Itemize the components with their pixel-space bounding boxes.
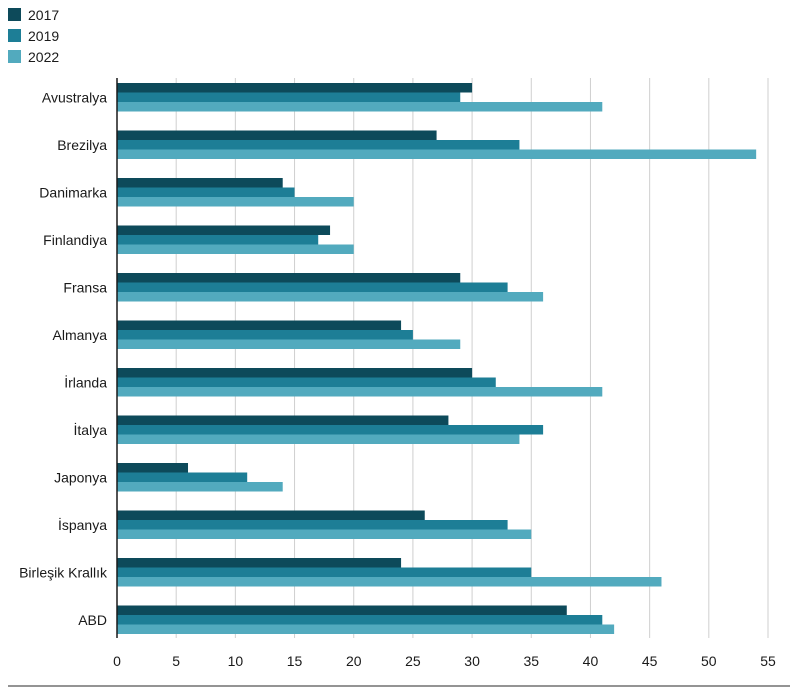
- category-label: İspanya: [58, 516, 107, 533]
- x-tick-label: 55: [760, 653, 776, 669]
- bar-2019: [117, 472, 248, 482]
- x-tick-label: 5: [172, 653, 180, 669]
- category-label: Almanya: [53, 327, 108, 343]
- bar-2017: [117, 130, 437, 140]
- bar-2019: [117, 425, 544, 435]
- category-labels: Avustralya Brezilya Danimarka Finlandiya Fra…: [19, 89, 108, 628]
- legend-swatch-2022: [8, 50, 21, 63]
- bar-2019: [117, 377, 496, 387]
- bar-2017: [117, 605, 567, 615]
- x-tick-label: 25: [405, 653, 421, 669]
- bar-2017: [117, 273, 461, 283]
- bar-2017: [117, 320, 402, 330]
- bar-2017: [117, 83, 473, 93]
- x-tick-label: 45: [642, 653, 658, 669]
- bars: [117, 83, 757, 634]
- x-tick-label: 20: [346, 653, 362, 669]
- category-label: Brezilya: [57, 137, 107, 153]
- bar-2022: [117, 387, 603, 397]
- bar-2019: [117, 235, 319, 245]
- grid-lines: [175, 78, 769, 638]
- bar-2019: [117, 140, 520, 150]
- legend-label-2022: 2022: [28, 49, 59, 65]
- x-tick-labels: 0 5 10 15 20 25 30 35 40 45 50 55: [113, 653, 776, 669]
- bar-2019: [117, 567, 532, 577]
- category-label: Fransa: [63, 279, 107, 295]
- bar-2019: [117, 187, 295, 197]
- x-tick-label: 50: [701, 653, 717, 669]
- bar-2022: [117, 577, 662, 587]
- x-tick-label: 40: [583, 653, 599, 669]
- category-label: ABD: [78, 612, 107, 628]
- bar-2022: [117, 624, 615, 634]
- bar-2019: [117, 615, 603, 625]
- legend-label-2017: 2017: [28, 7, 59, 23]
- x-tick-label: 35: [523, 653, 539, 669]
- legend-swatch-2019: [8, 29, 21, 42]
- x-tick-label: 0: [113, 653, 121, 669]
- bar-2019: [117, 92, 461, 102]
- category-label: Finlandiya: [43, 232, 107, 248]
- bar-2019: [117, 282, 508, 292]
- category-label: Birleşik Krallık: [19, 564, 108, 580]
- bar-2022: [117, 339, 461, 349]
- x-tick-label: 10: [228, 653, 244, 669]
- bar-2017: [117, 558, 402, 568]
- bar-2017: [117, 463, 189, 473]
- legend: 2017 2019 2022: [8, 7, 59, 65]
- bar-2017: [117, 510, 425, 520]
- bar-2022: [117, 482, 283, 492]
- bar-2017: [117, 415, 449, 425]
- legend-swatch-2017: [8, 8, 21, 21]
- bar-2017: [117, 368, 473, 378]
- bar-2022: [117, 434, 520, 444]
- bar-2022: [117, 292, 544, 302]
- category-label: İrlanda: [64, 373, 107, 390]
- legend-label-2019: 2019: [28, 28, 59, 44]
- category-label: Danimarka: [39, 184, 107, 200]
- bar-2017: [117, 225, 331, 235]
- bar-2022: [117, 102, 603, 112]
- bar-2017: [117, 178, 283, 188]
- x-tick-label: 15: [287, 653, 303, 669]
- bar-2022: [117, 197, 354, 207]
- bar-2022: [117, 149, 757, 159]
- bar-2019: [117, 520, 508, 530]
- category-label: Japonya: [54, 469, 107, 485]
- bar-2022: [117, 529, 532, 539]
- category-label: İtalya: [74, 421, 108, 438]
- category-label: Avustralya: [42, 89, 107, 105]
- bar-2019: [117, 330, 413, 340]
- x-tick-label: 30: [464, 653, 480, 669]
- bar-2022: [117, 244, 354, 254]
